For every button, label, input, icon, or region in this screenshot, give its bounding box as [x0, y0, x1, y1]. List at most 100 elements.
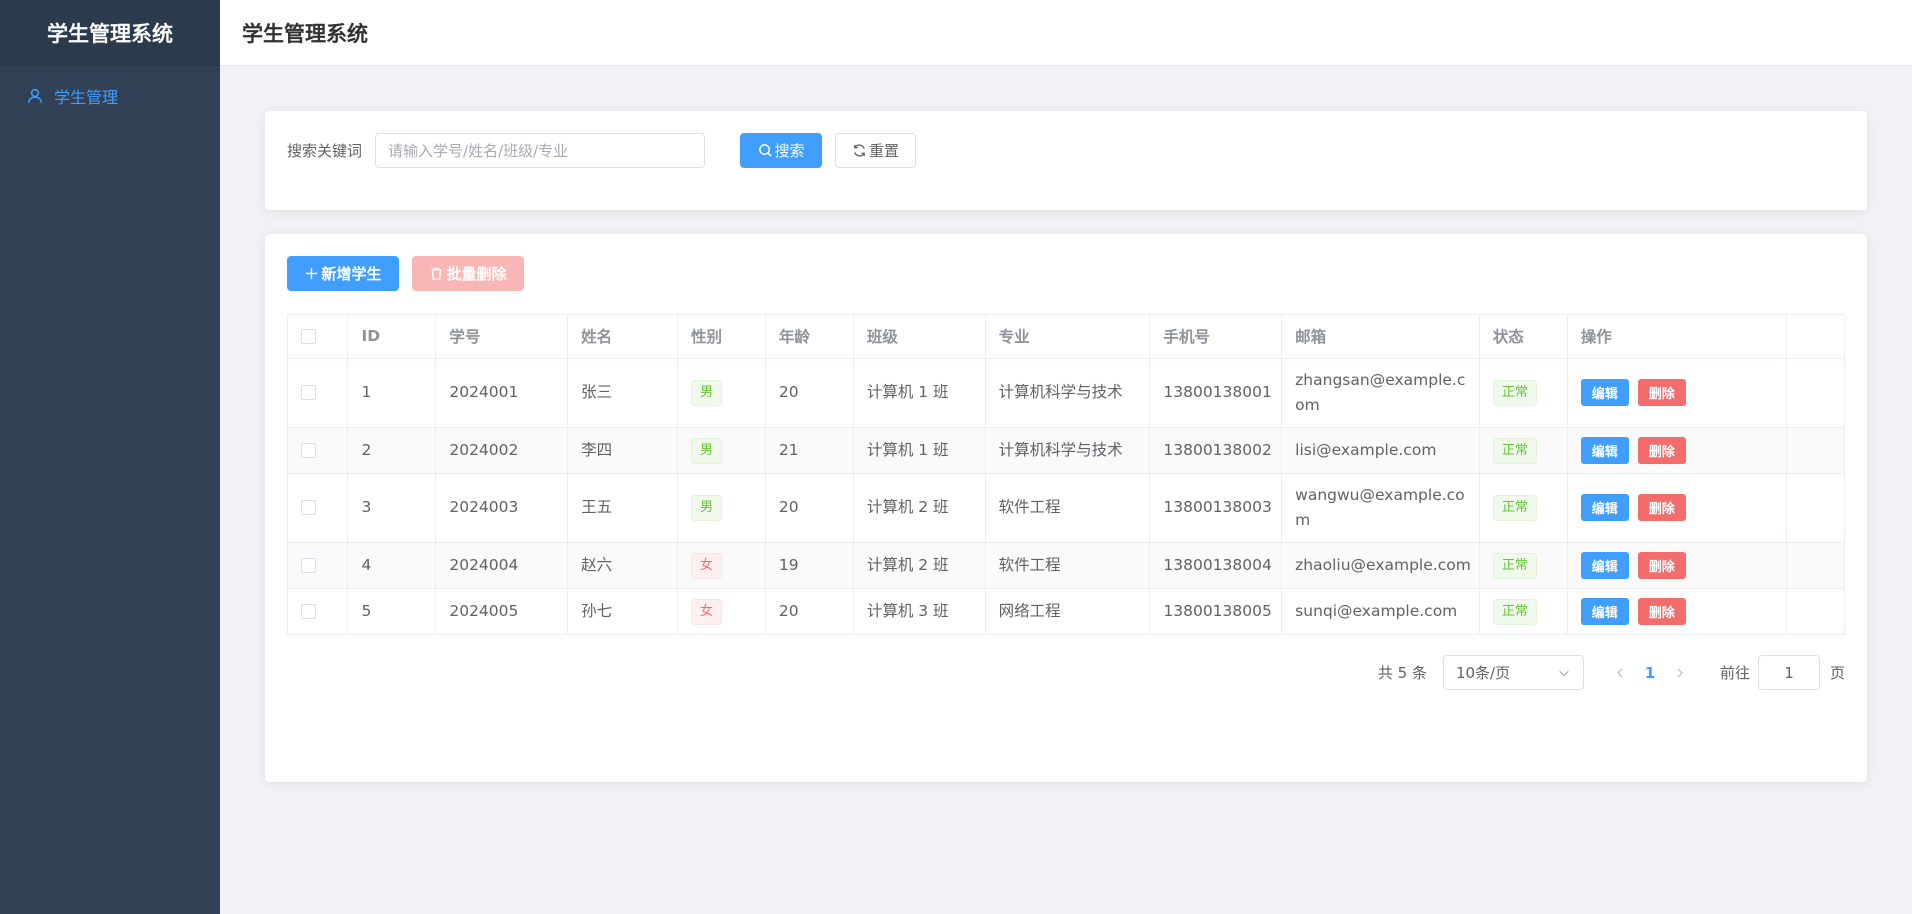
search-button-label: 搜索 — [774, 142, 805, 160]
cell-class: 计算机 2 班 — [853, 542, 986, 589]
cell-email: lisi@example.com — [1281, 427, 1480, 474]
gender-tag: 男 — [691, 495, 723, 521]
page-number-current[interactable]: 1 — [1644, 663, 1656, 682]
add-student-button[interactable]: 新增学生 — [287, 256, 399, 291]
column-header: 操作 — [1567, 315, 1788, 359]
cell-email: zhangsan@example.com — [1281, 358, 1480, 428]
delete-button[interactable]: 删除 — [1637, 379, 1686, 406]
pagination: 共 5 条 10条/页 1 前往 页 — [1378, 655, 1845, 690]
reset-button[interactable]: 重置 — [835, 133, 917, 168]
column-header: 专业 — [985, 315, 1151, 359]
table-filler-cell — [1786, 315, 1844, 359]
cell-age: 20 — [765, 588, 854, 634]
row-checkbox[interactable] — [301, 557, 316, 573]
cell-class: 计算机 3 班 — [853, 588, 986, 634]
search-button[interactable]: 搜索 — [740, 133, 823, 168]
refresh-icon — [854, 144, 865, 157]
delete-button[interactable]: 删除 — [1637, 551, 1686, 579]
table-row: 4 2024004 赵六 女 19 计算机 2 班 软件工程 138001380… — [288, 542, 1844, 589]
status-badge: 正常 — [1492, 380, 1537, 406]
cell-id: 5 — [347, 588, 437, 634]
cell-email: wangwu@example.com — [1281, 473, 1480, 543]
table-header-row: ID 学号 姓名 性别 年龄 班级 专业 手机号 邮箱 状态 操作 — [288, 315, 1844, 359]
goto-label: 前往 — [1719, 664, 1750, 682]
prev-page-button[interactable] — [1608, 661, 1632, 685]
cell-major: 网络工程 — [985, 588, 1151, 634]
column-header: 姓名 — [567, 315, 678, 359]
table-row: 3 2024003 王五 男 20 计算机 2 班 软件工程 138001380… — [288, 473, 1844, 543]
cell-id: 4 — [347, 542, 437, 589]
cell-major: 计算机科学与技术 — [985, 427, 1151, 474]
table-row: 2 2024002 李四 男 21 计算机 1 班 计算机科学与技术 13800… — [288, 427, 1844, 474]
column-header: 手机号 — [1149, 315, 1283, 359]
header: 学生管理系统 — [220, 0, 1912, 66]
column-header: 性别 — [677, 315, 766, 359]
cell-age: 19 — [765, 542, 854, 589]
cell-phone: 13800138002 — [1149, 427, 1283, 474]
search-panel: 搜索关键词 搜索 重置 — [265, 111, 1867, 210]
row-checkbox[interactable] — [301, 385, 316, 400]
edit-button[interactable]: 编辑 — [1580, 494, 1629, 521]
edit-button[interactable]: 编辑 — [1580, 551, 1629, 579]
sidebar-item-label: 学生管理 — [54, 88, 119, 107]
column-header: 学号 — [435, 315, 569, 359]
search-input[interactable] — [375, 133, 706, 168]
cell-age: 21 — [765, 427, 854, 474]
cell-email: zhaoliu@example.com — [1281, 542, 1480, 589]
trash-icon — [431, 267, 443, 280]
chevron-left-icon — [1616, 668, 1623, 677]
cell-major: 软件工程 — [985, 473, 1151, 543]
student-table: ID 学号 姓名 性别 年龄 班级 专业 手机号 邮箱 状态 操作 1 — [287, 314, 1845, 635]
cell-name: 孙七 — [567, 588, 678, 634]
cell-student-no: 2024002 — [435, 427, 569, 474]
goto-suffix: 页 — [1829, 664, 1845, 682]
cell-email: sunqi@example.com — [1281, 588, 1480, 634]
sidebar-item-student-management[interactable]: 学生管理 — [0, 66, 220, 126]
edit-button[interactable]: 编辑 — [1580, 436, 1629, 464]
edit-button[interactable]: 编辑 — [1580, 597, 1629, 625]
batch-delete-button[interactable]: 批量删除 — [412, 256, 524, 291]
search-label: 搜索关键词 — [287, 142, 363, 160]
chevron-down-icon — [1559, 670, 1569, 676]
select-all-cell — [288, 315, 349, 359]
cell-phone: 13800138004 — [1149, 542, 1283, 589]
cell-student-no: 2024001 — [435, 358, 569, 428]
delete-button[interactable]: 删除 — [1637, 494, 1686, 521]
row-checkbox[interactable] — [301, 500, 316, 515]
delete-button[interactable]: 删除 — [1637, 597, 1686, 625]
select-all-checkbox[interactable] — [301, 329, 316, 345]
user-icon — [27, 88, 43, 103]
cell-name: 李四 — [567, 427, 678, 474]
cell-class: 计算机 1 班 — [853, 427, 986, 474]
cell-name: 张三 — [567, 358, 678, 428]
status-badge: 正常 — [1492, 437, 1537, 464]
edit-button[interactable]: 编辑 — [1580, 379, 1629, 406]
add-student-label: 新增学生 — [321, 265, 382, 283]
page-size-select[interactable]: 10条/页 — [1442, 655, 1584, 690]
pagination-total: 共 5 条 — [1377, 664, 1427, 682]
goto-page-input[interactable] — [1757, 655, 1820, 690]
row-checkbox[interactable] — [301, 442, 316, 458]
status-badge: 正常 — [1492, 598, 1537, 625]
chevron-right-icon — [1677, 668, 1683, 677]
cell-phone: 13800138001 — [1149, 358, 1283, 428]
cell-major: 计算机科学与技术 — [985, 358, 1151, 428]
column-header: 状态 — [1479, 315, 1568, 359]
cell-id: 2 — [347, 427, 437, 474]
cell-class: 计算机 1 班 — [853, 358, 986, 428]
cell-student-no: 2024004 — [435, 542, 569, 589]
row-checkbox[interactable] — [301, 603, 316, 619]
sidebar-logo: 学生管理系统 — [0, 0, 220, 66]
table-row: 1 2024001 张三 男 20 计算机 1 班 计算机科学与技术 13800… — [288, 358, 1844, 428]
cell-student-no: 2024005 — [435, 588, 569, 634]
column-header: 班级 — [853, 315, 986, 359]
cell-age: 20 — [765, 358, 854, 428]
next-page-button[interactable] — [1668, 661, 1692, 685]
gender-tag: 男 — [691, 437, 723, 464]
cell-name: 赵六 — [567, 542, 678, 589]
search-icon — [758, 144, 772, 157]
delete-button[interactable]: 删除 — [1637, 436, 1686, 464]
page-size-value: 10条/页 — [1455, 664, 1511, 682]
table-row: 5 2024005 孙七 女 20 计算机 3 班 网络工程 138001380… — [288, 588, 1844, 634]
page-title: 学生管理系统 — [242, 21, 368, 46]
